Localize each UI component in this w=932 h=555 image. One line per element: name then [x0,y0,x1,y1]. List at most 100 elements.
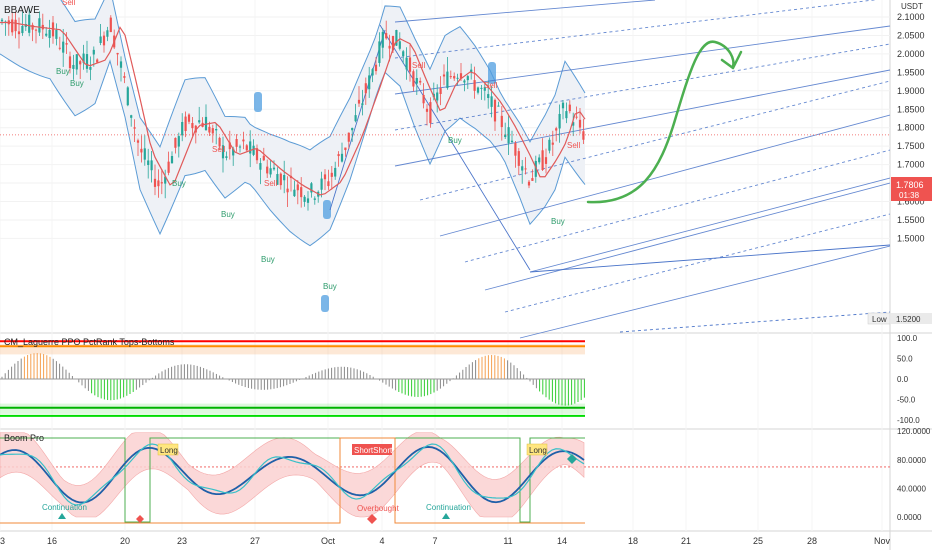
channel-line [394,0,656,23]
bollinger-upper [60,0,586,151]
symbol-label: BBAWE [4,5,40,16]
candle-body [439,88,442,95]
price-tick: 1.6000 [897,197,925,207]
candle-body [436,92,439,101]
low-label: Low [872,315,887,324]
bollinger-basis [0,21,586,196]
candle-body [334,167,337,177]
candle-body [102,35,106,46]
candle-body [344,147,347,151]
candle-body [198,120,201,123]
candle-body [17,31,21,35]
continuation-marker [58,513,66,519]
candle-body [225,156,228,158]
channel-line [484,182,891,291]
channel-line [439,114,891,237]
candle-body [130,115,133,118]
candle-body [402,51,405,57]
long-label: Long [529,446,547,455]
boom-band [0,432,585,518]
candle-body [116,52,119,55]
boom-state-orange [0,437,585,524]
x-tick: 20 [120,536,130,546]
forecast-arrowhead [720,50,743,70]
candle-body [473,80,476,91]
continuation-label: Continuation [42,503,87,512]
x-tick: 7 [432,536,437,546]
candle-body [300,187,303,198]
channel-line [464,149,891,263]
candle-body [544,157,548,164]
candle-body [31,24,34,30]
price-tick: 1.8000 [897,123,925,133]
x-tick: 11 [503,536,512,546]
candle-body [368,75,371,90]
candle-body [286,188,289,193]
candle-body [391,35,395,51]
low-value: 1.5200 [896,315,921,324]
candle-body [541,150,544,170]
laguerre-tick: 50.0 [897,355,913,364]
candle-body [405,57,408,70]
candle-body [218,137,221,147]
price-tick: 1.7000 [897,160,925,170]
x-tick: Nov [874,536,891,546]
continuation-marker [442,513,450,519]
candle-body [487,94,490,98]
candle-body [191,122,194,129]
candle-body [228,142,231,150]
x-tick: 16 [47,536,57,546]
x-tick: 27 [250,536,260,546]
candle-body [351,127,354,131]
channel-line [529,177,891,273]
x-tick: 25 [753,536,763,546]
candle-body [28,14,31,33]
x-tick: 23 [177,536,187,546]
candle-body [184,116,187,132]
price-tick: 1.9000 [897,86,925,96]
boom-dot [567,454,577,464]
candle-body [119,61,123,68]
candle-body [89,66,92,70]
candle-body [259,163,262,170]
candle-body [415,77,418,84]
price-tick: 1.5500 [897,215,925,225]
candle-body [497,105,500,107]
candle-body [310,183,313,193]
sell-signal: Sell [484,81,498,90]
price-tick: 2.0500 [897,30,925,40]
buy-signal: Buy [70,79,84,88]
candle-body [323,174,327,180]
candle-body [470,69,473,73]
candle-body [232,148,235,156]
overbought-marker [367,514,377,524]
candle-body [211,128,214,134]
channel-line [379,24,531,271]
candle-body [167,161,170,173]
candle-body [378,41,381,63]
candle-body [561,102,565,109]
candle-body [507,127,510,144]
squeeze-marker [323,200,331,219]
current-price-tag [891,177,932,201]
current-price: 1.7806 [896,180,924,190]
candle-body [96,59,99,63]
sell-signal: Sell [412,61,426,70]
sell-signal: Sell [264,179,278,188]
buy-signal: Buy [448,136,462,145]
candle-body [143,148,146,160]
candle-body [157,180,160,187]
x-tick: 14 [557,536,567,546]
candle-body [568,104,571,112]
candle-body [575,116,578,118]
laguerre-tick: -100.0 [897,416,920,425]
candle-body [164,176,167,184]
candle-body [187,114,191,122]
squeeze-marker [488,62,496,84]
currency-label: USDT [901,2,923,11]
candle-body [453,76,456,79]
candle-body [174,137,177,148]
candle-body [466,76,469,81]
candle-body [147,160,150,166]
